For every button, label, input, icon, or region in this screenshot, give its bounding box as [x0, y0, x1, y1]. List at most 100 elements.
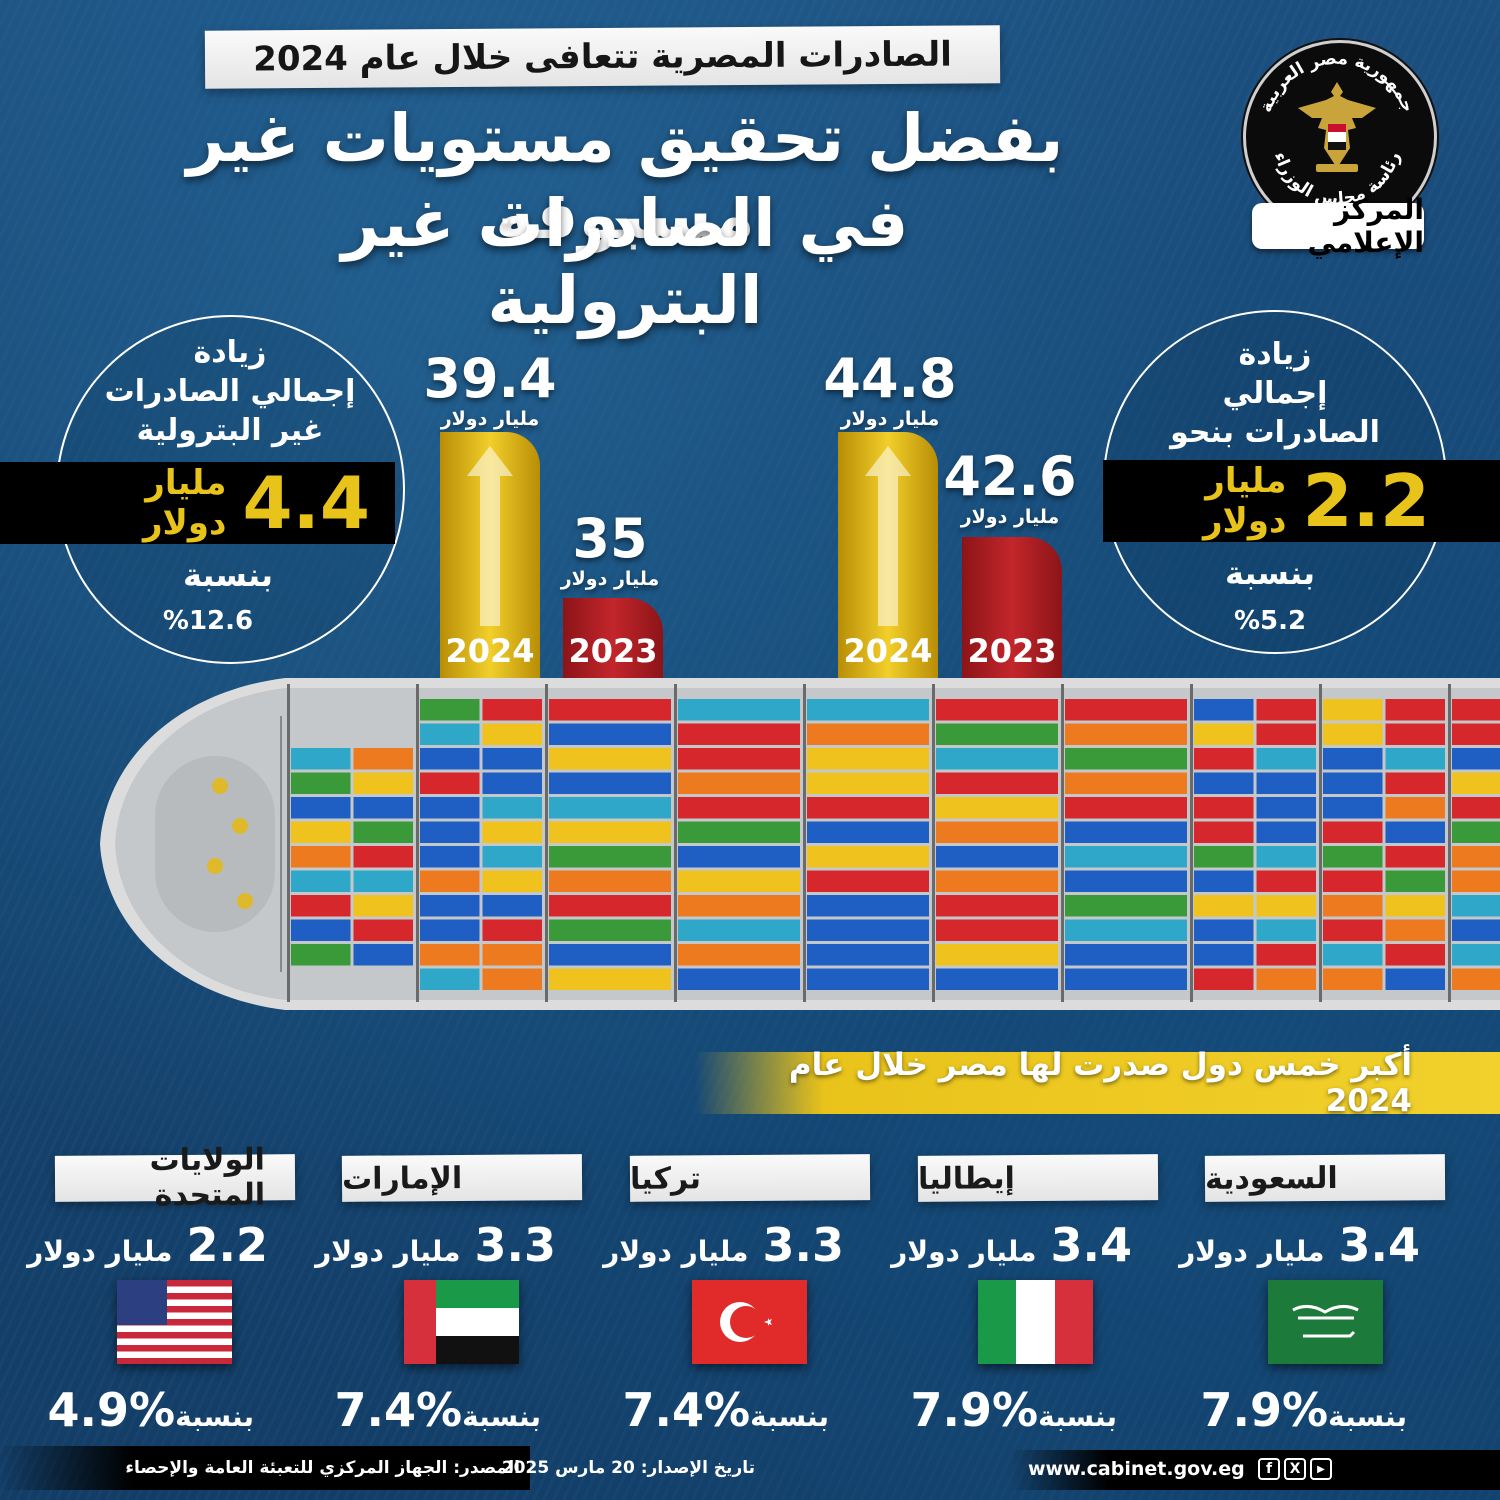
shipping-container [807, 846, 929, 868]
logo-ribbon: المركز الإعلامي [1252, 193, 1424, 259]
shipping-container [1256, 944, 1316, 966]
shipping-container [1065, 748, 1187, 770]
footer: المصدر: الجهاز المركزي للتعبئة العامة وا… [0, 1446, 1500, 1500]
non-oil-bar-2024: 2024 [440, 432, 540, 678]
shipping-container [353, 944, 413, 966]
shipping-container [1194, 968, 1254, 990]
shipping-container [353, 846, 413, 868]
shipping-container [1065, 797, 1187, 819]
shipping-container [1452, 821, 1500, 843]
shipping-container [936, 723, 1058, 745]
shipping-container [291, 797, 351, 819]
website-link[interactable]: www.cabinet.gov.eg [1028, 1458, 1245, 1480]
country-card-turkey: تركيا [629, 1154, 871, 1202]
shipping-container [353, 821, 413, 843]
shipping-container [291, 944, 351, 966]
shipping-container [482, 821, 542, 843]
country-name: تركيا [629, 1154, 871, 1202]
total-share-label: بنسبة [1224, 554, 1316, 592]
total-2023-unit: مليار دولار [960, 506, 1060, 528]
shipping-container [353, 797, 413, 819]
bay-divider [287, 684, 290, 1002]
shipping-container [1256, 797, 1316, 819]
bay-divider [932, 684, 935, 1002]
country-value-unit: مليار دولار [891, 1235, 1037, 1268]
non-oil-2024-label: 39.4 مليار دولار [420, 350, 560, 431]
shipping-container [291, 919, 351, 941]
footer-source: المصدر: الجهاز المركزي للتعبئة العامة وا… [125, 1458, 520, 1478]
country-value: 3.3 مليار دولار [603, 1218, 844, 1272]
shipping-container [549, 919, 671, 941]
shipping-container [420, 919, 480, 941]
turkey-flag-icon [692, 1280, 807, 1364]
shipping-container [1323, 821, 1383, 843]
shipping-container [1323, 699, 1383, 721]
total-increase-unit: مليار دولار [1202, 461, 1287, 541]
non-oil-bar-2023-year: 2023 [568, 632, 658, 670]
headline-line-2: في الصادرات غير البترولية [341, 185, 909, 339]
shipping-container [678, 699, 800, 721]
total-bar-2024: 2024 [838, 432, 938, 678]
shipping-container [291, 870, 351, 892]
shipping-container [1065, 699, 1187, 721]
bay-divider [1190, 684, 1193, 1002]
shipping-container [353, 919, 413, 941]
footer-web-band [1010, 1450, 1500, 1490]
eagle-icon [1298, 82, 1376, 172]
shipping-container [1452, 919, 1500, 941]
headline-line-1: بفضل تحقيق مستويات غير مسبوقة [186, 100, 1064, 254]
shipping-container [1452, 846, 1500, 868]
shipping-container [291, 895, 351, 917]
shipping-container [1323, 968, 1383, 990]
facebook-icon[interactable]: f [1258, 1458, 1280, 1480]
non-oil-title-line: زيادة [193, 335, 267, 370]
shipping-container [1065, 723, 1187, 745]
shipping-container [482, 968, 542, 990]
non-oil-bar-2023: 2023 [563, 598, 663, 678]
total-value-band [1103, 460, 1500, 542]
shipping-container [482, 723, 542, 745]
shipping-container [678, 723, 800, 745]
shipping-container [807, 723, 929, 745]
footer-date: تاريخ الإصدار: 20 مارس 2025 [501, 1458, 755, 1478]
country-card-usa: الولايات المتحدة [54, 1142, 296, 1213]
shipping-container [1385, 870, 1445, 892]
x-twitter-icon[interactable]: X [1284, 1458, 1306, 1480]
total-bar-2023: 2023 [962, 537, 1062, 678]
total-2023-label: 42.6 مليار دولار [940, 448, 1080, 529]
shipping-container [1256, 870, 1316, 892]
total-bar-2023-year: 2023 [967, 632, 1057, 670]
total-title-line: إجمالي [1222, 376, 1328, 411]
country-value-unit: مليار دولار [1179, 1235, 1325, 1268]
shipping-container [1452, 895, 1500, 917]
shipping-container [420, 944, 480, 966]
shipping-container [420, 748, 480, 770]
shipping-container [1323, 723, 1383, 745]
shipping-container [482, 797, 542, 819]
shipping-container [420, 968, 480, 990]
country-share-value: %7.9 [1200, 1383, 1329, 1437]
non-oil-2023-value: 35 [572, 507, 648, 570]
shipping-container [1385, 919, 1445, 941]
shipping-container [482, 944, 542, 966]
country-value-number: 3.4 [1050, 1218, 1133, 1272]
country-value-unit: مليار دولار [315, 1235, 461, 1268]
youtube-icon[interactable]: ▶ [1310, 1458, 1332, 1480]
shipping-container [1256, 748, 1316, 770]
country-share: بنسبة%4.9 [48, 1383, 262, 1437]
shipping-container [807, 968, 929, 990]
shipping-container [936, 944, 1058, 966]
shipping-container [1256, 846, 1316, 868]
shipping-container [291, 821, 351, 843]
shipping-container [1452, 944, 1500, 966]
shipping-container [1256, 919, 1316, 941]
country-value: 3.4 مليار دولار [1179, 1218, 1420, 1272]
total-title-line: زيادة [1238, 337, 1312, 372]
shipping-container [1385, 797, 1445, 819]
italy-flag-icon [978, 1280, 1093, 1364]
shipping-container [936, 968, 1058, 990]
shipping-container [549, 968, 671, 990]
shipping-container [1194, 748, 1254, 770]
shipping-container [1452, 699, 1500, 721]
shipping-container [936, 748, 1058, 770]
